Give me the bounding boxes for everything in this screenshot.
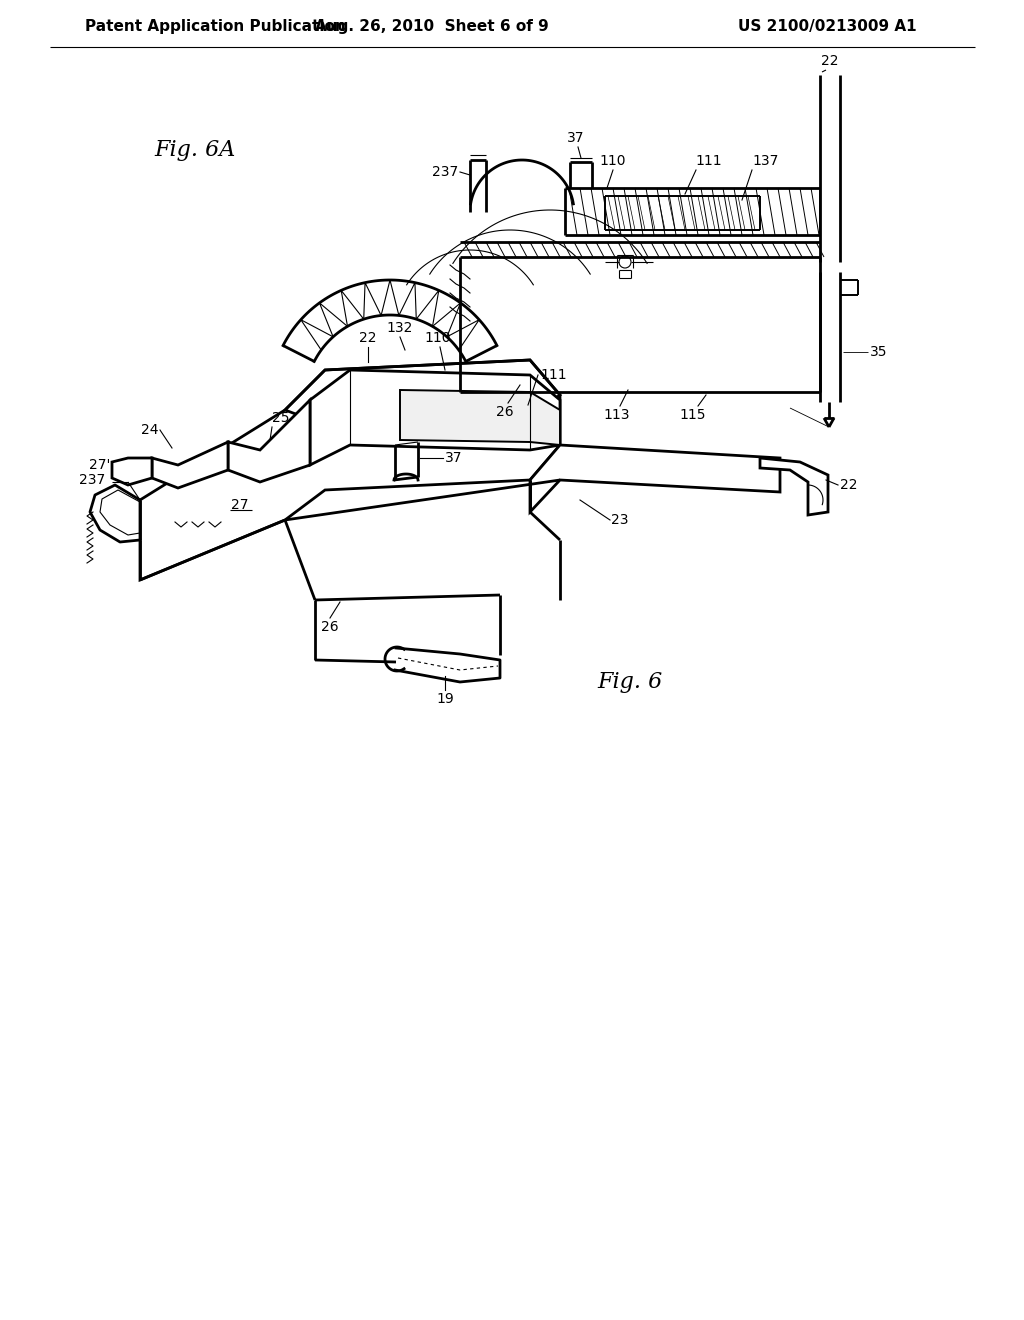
Text: 132: 132 [387, 321, 414, 335]
Text: 19: 19 [436, 692, 454, 706]
Text: 37: 37 [445, 451, 463, 465]
Text: 110: 110 [600, 154, 627, 168]
Text: 37: 37 [567, 131, 585, 145]
Text: 22: 22 [840, 478, 857, 492]
Text: US 2100/0213009 A1: US 2100/0213009 A1 [738, 20, 916, 34]
Text: Fig. 6: Fig. 6 [597, 671, 663, 693]
Polygon shape [310, 370, 560, 465]
Text: 35: 35 [870, 345, 888, 359]
Polygon shape [228, 400, 310, 482]
Text: 26: 26 [322, 620, 339, 634]
Text: 26: 26 [497, 405, 514, 418]
Text: 23: 23 [611, 513, 629, 527]
Polygon shape [530, 445, 780, 512]
Text: Patent Application Publication: Patent Application Publication [85, 20, 346, 34]
Text: 27: 27 [231, 498, 249, 512]
Polygon shape [152, 442, 228, 488]
Text: Aug. 26, 2010  Sheet 6 of 9: Aug. 26, 2010 Sheet 6 of 9 [315, 20, 549, 34]
Polygon shape [400, 389, 560, 445]
Text: 237: 237 [432, 165, 458, 180]
Text: 27': 27' [89, 458, 110, 473]
Text: Fig. 6A: Fig. 6A [155, 139, 236, 161]
Text: 24: 24 [140, 422, 158, 437]
Text: 115: 115 [680, 408, 707, 422]
Text: 113: 113 [604, 408, 630, 422]
Text: 22: 22 [359, 331, 377, 345]
Text: 110: 110 [425, 331, 452, 345]
Text: 25: 25 [272, 411, 290, 425]
Text: 237: 237 [79, 473, 105, 487]
Text: 137: 137 [752, 154, 778, 168]
Text: 111: 111 [695, 154, 722, 168]
Text: 111: 111 [540, 368, 566, 381]
Text: 22: 22 [821, 54, 839, 69]
Polygon shape [760, 458, 828, 515]
Polygon shape [112, 458, 152, 484]
